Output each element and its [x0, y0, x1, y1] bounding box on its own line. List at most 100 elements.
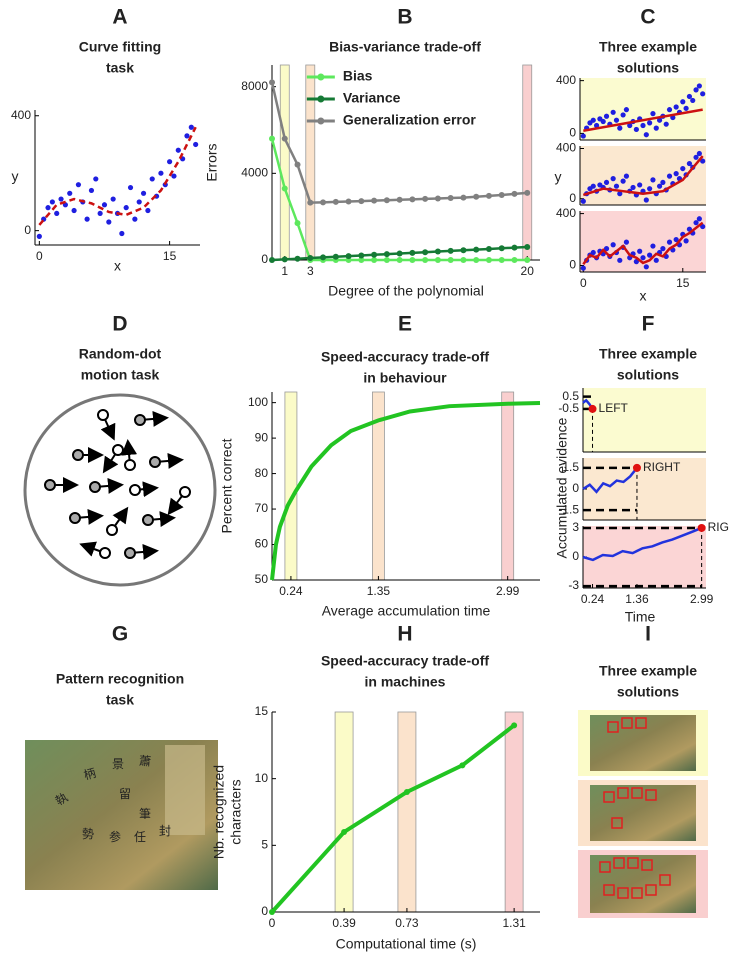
data-point [690, 97, 696, 104]
panel-title: task [106, 692, 134, 708]
marker [459, 762, 466, 769]
data-point [623, 107, 630, 113]
marker [473, 257, 480, 263]
line-series [582, 221, 704, 265]
x-tick-label: 0 [580, 276, 587, 290]
y-axis-label: Errors [204, 143, 220, 181]
data-point [617, 191, 623, 197]
plot-background [583, 526, 706, 588]
data-point [686, 93, 693, 100]
panel-title: Three example [599, 663, 697, 679]
y-axis-label: Accumulated evidence [554, 417, 570, 558]
marker [320, 254, 327, 261]
y-tick-label: 10 [255, 771, 269, 785]
line-series [583, 108, 703, 132]
data-point [637, 248, 643, 254]
image-character: 筆 [139, 807, 151, 821]
data-point [653, 257, 659, 263]
marker [498, 257, 505, 263]
panel-title: Curve fitting [79, 39, 161, 55]
data-point [590, 249, 596, 256]
data-point [67, 190, 73, 196]
data-point [693, 87, 699, 93]
marker [524, 244, 531, 250]
data-point [627, 122, 633, 129]
marker [332, 253, 339, 260]
marker [396, 196, 403, 203]
marker [485, 257, 492, 263]
data-point [145, 207, 151, 214]
data-point [666, 173, 673, 179]
aperture [23, 393, 217, 587]
marker [511, 257, 518, 263]
marker [396, 257, 403, 263]
data-point [686, 160, 693, 167]
data-point [666, 107, 673, 113]
x-axis-label: Time [625, 609, 656, 625]
data-point [683, 238, 689, 244]
data-point [637, 182, 643, 188]
data-point [617, 257, 623, 263]
x-tick-label: 0.24 [581, 592, 605, 606]
panel-title: Three example [599, 39, 697, 55]
data-point [633, 126, 639, 133]
marker [447, 247, 454, 254]
data-point [71, 207, 77, 214]
marker [320, 199, 327, 206]
data-point [36, 233, 42, 239]
x-tick-label: 0.24 [279, 584, 303, 598]
data-point [673, 236, 679, 243]
marker [371, 257, 378, 263]
marker [396, 250, 403, 257]
line-series [582, 155, 704, 197]
y-tick-label: 0 [572, 481, 579, 495]
x-tick-label: 20 [521, 264, 535, 278]
data-point [643, 197, 649, 203]
x-tick-label: 2.99 [690, 592, 714, 606]
data-point [590, 117, 596, 123]
x-tick-label: 1.35 [367, 584, 391, 598]
legend-label: Generalization error [343, 112, 477, 128]
data-point [650, 243, 656, 249]
x-tick-label: 0 [36, 249, 43, 263]
data-point [660, 246, 666, 252]
data-point [630, 184, 636, 191]
detections [599, 717, 671, 899]
data-point [45, 205, 51, 211]
marker [307, 199, 314, 206]
highlight-band [279, 64, 290, 261]
y-tick-label: 70 [255, 501, 269, 515]
data-point [593, 122, 600, 129]
panel-letter: F [642, 313, 655, 336]
marker [434, 195, 441, 202]
panel-letter: E [398, 313, 412, 336]
data-point [193, 141, 199, 148]
image-character: 任 [134, 830, 146, 844]
data-point [610, 176, 616, 182]
x-tick-label: 1 [281, 264, 288, 278]
legend-marker [317, 117, 325, 125]
data-point [97, 210, 103, 217]
data-point [650, 111, 656, 117]
image-character: 留 [119, 787, 131, 801]
data-point [696, 150, 702, 157]
highlight-band [501, 391, 515, 581]
y-tick-label: 5 [261, 838, 268, 852]
marker [281, 256, 288, 263]
panel-title: Pattern recognition [56, 671, 184, 687]
y-tick-label: 80 [255, 466, 269, 480]
marker [358, 198, 365, 205]
panel-letter: D [112, 313, 127, 336]
marker [485, 192, 492, 199]
highlight-band [284, 391, 298, 581]
marker [485, 245, 492, 252]
legend-marker [317, 95, 325, 103]
highlight-band [504, 711, 524, 913]
highlight-band [397, 711, 417, 913]
marker [511, 244, 518, 251]
y-tick-label: 90 [255, 430, 269, 444]
x-axis-label: x [640, 288, 647, 304]
data-point [623, 239, 630, 245]
image-character: 柄 [82, 766, 97, 783]
y-tick-label: 1.5 [562, 460, 579, 474]
